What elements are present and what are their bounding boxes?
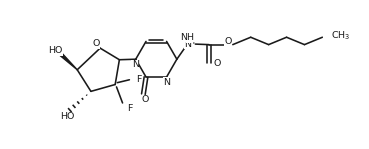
Text: F: F xyxy=(136,75,141,84)
Text: N: N xyxy=(184,40,192,49)
Text: N: N xyxy=(163,78,170,87)
Text: HO: HO xyxy=(61,112,75,121)
Text: CH$_3$: CH$_3$ xyxy=(331,30,351,42)
Text: F: F xyxy=(127,104,133,113)
Polygon shape xyxy=(56,49,77,70)
Text: N: N xyxy=(132,60,139,69)
Text: HO: HO xyxy=(48,46,63,55)
Text: O: O xyxy=(214,59,221,68)
Text: O: O xyxy=(224,38,232,46)
Text: O: O xyxy=(141,96,148,104)
Text: H: H xyxy=(188,37,194,46)
Text: NH: NH xyxy=(180,33,194,42)
Text: O: O xyxy=(93,39,100,48)
Text: H: H xyxy=(186,34,193,43)
